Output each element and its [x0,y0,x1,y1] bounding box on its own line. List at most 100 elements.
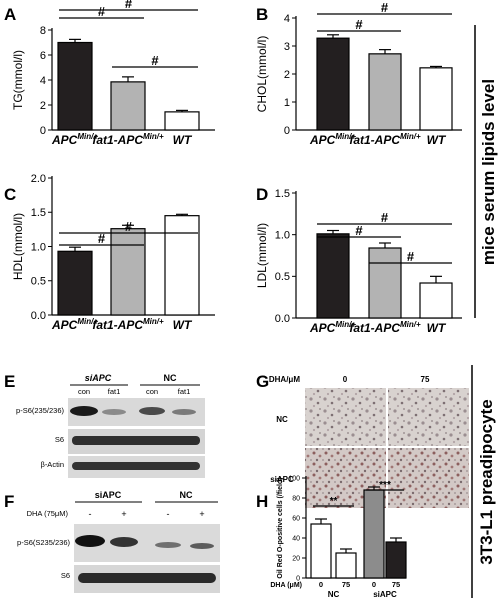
chart-h-y-tick-label: 40 [292,535,300,542]
chart-a-bar [110,81,146,131]
chart-h-bar [335,552,357,579]
blot-e-lane-1: con [78,387,90,396]
chart-b-y-tick-label: 1 [284,97,290,109]
side-label-bottom: 3T3-L1 preadipocyte [477,399,496,564]
chart-h-x-tick-label: 75 [392,580,400,589]
blot-f-row-1-label: p-S6(S235/236) [17,538,70,547]
chart-a-panel-letter: A [4,5,16,24]
blot-e-band [70,406,98,416]
chart-d-y-label: LDL(mmol/l) [255,223,269,288]
chart-a-x-tick-label: WT [173,133,193,147]
chart-a-y-tick-label: 0 [40,125,46,137]
micro-g-row-2: siAPC [270,475,294,484]
chart-c-sig-label: # [125,219,133,234]
chart-b-x-tick-label: fat1-APCMin/+ [349,132,421,147]
blot-f-lane-2: + [121,509,126,519]
chart-c-bar [164,215,200,316]
micro-image-nc-75 [388,388,469,446]
micro-g-header: DHA/μM [269,375,300,384]
blot-e-band [172,409,196,415]
chart-a-y-label: TG(mmol/l) [11,50,25,110]
chart-h-group-label: siAPC [373,590,397,599]
chart-h-bar [363,489,385,579]
chart-b-y-tick-label: 2 [284,69,290,81]
chart-h-bar [310,523,332,579]
blot-e-group-2: NC [164,373,177,383]
blot-e-lane-4: fat1 [178,387,191,396]
chart-b-y-tick-label: 3 [284,41,290,53]
chart-d-bar [419,282,453,319]
panel-f: F siAPC NC DHA (75μM) - + - + p-S6(S235/… [4,490,220,593]
chart-c-x-tick-label: APCMin/+ [51,317,98,332]
chart-b-y-tick-label: 4 [284,13,290,25]
chart-c-bar [57,250,93,316]
chart-a-y-tick-label: 8 [40,25,46,37]
chart-b-bar [419,67,453,131]
chart-b-x-tick-label: WT [427,133,447,147]
chart-a-bar [164,111,200,131]
chart-h-y-tick-label: 60 [292,515,300,522]
chart-h-y-tick-label: 0 [296,575,300,582]
chart-c-y-tick-label: 0.0 [31,310,46,322]
chart-b-y-tick-label: 0 [284,125,290,137]
micro-g-col-1: 0 [343,375,348,384]
chart-d-y-tick-label: 1.0 [275,230,290,242]
chart-h-x-tick-label: 0 [372,580,376,589]
blot-f-group-2: NC [180,490,193,500]
chart-a-x-tick-label: APCMin/+ [51,132,98,147]
chart-c-y-tick-label: 1.0 [31,241,46,253]
chart-a-bar [57,41,93,131]
chart-d-bar [368,247,402,319]
blot-e-row-1-label: p-S6(235/236) [16,406,64,415]
chart-d-sig-label: # [407,249,415,264]
panel-letter-e: E [4,372,15,391]
chart-d-x-tick-label: WT [427,321,447,335]
blot-e-band [102,409,126,415]
blot-e-row-2-label: S6 [55,435,64,444]
chart-d-y-tick-label: 1.5 [275,188,290,200]
chart-d-y-tick-label: 0.5 [275,271,290,283]
chart-h-x-label: DHA (μM) [270,582,302,589]
blot-e-row-3-label: β-Actin [41,460,65,469]
panel-e: E siAPC NC con fat1 con fat1 p-S6(235/23… [4,372,205,478]
blot-f-row-2-label: S6 [61,571,70,580]
blot-e-band [139,407,165,415]
chart-b-x-tick-label: APCMin/+ [309,132,356,147]
blot-f-lane-4: + [199,509,204,519]
side-label-top: mice serum lipids level [479,79,498,265]
chart-c-y-tick-label: 2.0 [31,173,46,185]
chart-d-bar [316,233,350,319]
chart-d-x-tick-label: APCMin/+ [309,320,356,335]
chart-h-y-label: Oil Red O-positive cells (/field) [277,477,284,578]
chart-a-y-tick-label: 2 [40,100,46,112]
chart-a-y-tick-label: 6 [40,50,46,62]
blot-f-band [78,573,216,583]
chart-h-x-tick-label: 0 [319,580,323,589]
chart-d-x-tick-label: fat1-APCMin/+ [349,320,421,335]
blot-f-lane-3: - [167,509,170,519]
chart-c-x-tick-label: fat1-APCMin/+ [92,317,164,332]
chart-c: C 0.0 0.5 1.0 1.5 2.0 HDL(mmol/l) APCMin/+fat1-… [4,173,215,332]
blot-e-band [72,462,200,470]
chart-b-panel-letter: B [256,5,268,24]
blot-f-band [75,535,105,547]
chart-c-sig-label: # [98,231,106,246]
chart-d-sig-label: # [355,223,363,238]
blot-e-band [72,436,200,445]
blot-f-group-1: siAPC [95,490,122,500]
chart-a-sig-label: # [125,0,133,11]
chart-a-sig-label: # [98,4,106,19]
blot-f-treatment-label: DHA (75μM) [27,509,69,518]
micro-g-col-2: 75 [421,375,430,384]
chart-c-y-tick-label: 1.5 [31,207,46,219]
panel-letter-g: G [256,372,269,391]
blot-f-band [110,537,138,547]
panel-g: G DHA/μM 0 75 NC siAPC [256,372,469,508]
chart-d-sig-label: # [381,210,389,225]
micro-g-row-1: NC [276,415,288,424]
blot-e-lane-3: con [146,387,158,396]
chart-a: A 0 2 4 6 8 TG(mmol/l) APCMin/+fat1-APCMin/+ WT #… [4,0,215,147]
chart-a-x-tick-label: fat1-APCMin/+ [92,132,164,147]
chart-h-panel-letter: H [256,492,268,511]
